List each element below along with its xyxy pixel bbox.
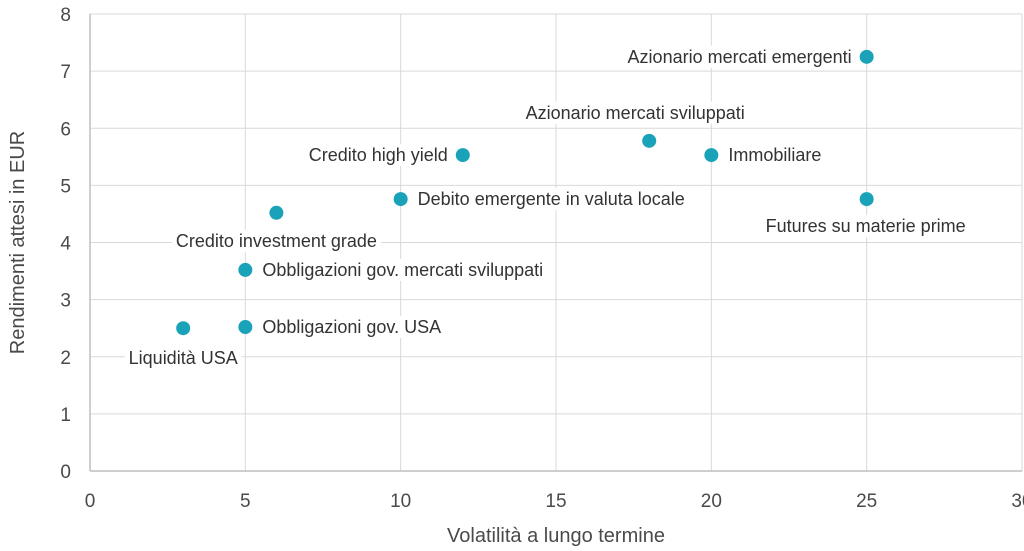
point-label: Immobiliare — [728, 145, 821, 165]
data-point — [859, 192, 874, 207]
y-tick-label: 6 — [60, 119, 71, 140]
point-label-background — [623, 45, 856, 68]
x-tick-label: 25 — [856, 491, 877, 512]
point-label-background — [521, 101, 749, 124]
y-tick-label: 7 — [60, 62, 71, 83]
x-tick-label: 30 — [1011, 491, 1024, 512]
data-point — [642, 133, 657, 148]
point-label: Obbligazioni gov. USA — [262, 317, 441, 337]
point-label: Debito emergente in valuta locale — [418, 189, 685, 209]
y-tick-label: 4 — [60, 234, 71, 255]
point-labels: Azionario mercati emergenti Azionario mer… — [124, 45, 970, 370]
point-label: Obbligazioni gov. mercati sviluppati — [262, 260, 543, 280]
data-point — [238, 262, 253, 277]
data-point — [176, 321, 191, 336]
point-label: Credito investment grade — [176, 231, 377, 251]
y-axis-ticks: 0 1 2 3 4 5 6 7 8 — [60, 5, 71, 483]
point-label-background — [258, 258, 548, 281]
data-point — [859, 49, 874, 64]
point-label-background — [413, 188, 689, 211]
y-tick-label: 2 — [60, 348, 71, 369]
y-tick-label: 3 — [60, 291, 71, 312]
point-label: Azionario mercati sviluppati — [526, 103, 745, 123]
data-point — [393, 192, 408, 207]
point-label-background — [258, 316, 446, 339]
point-label-background — [171, 229, 381, 252]
data-points — [176, 49, 874, 336]
x-axis-label: Volatilità a lungo termine — [447, 525, 665, 547]
point-label: Azionario mercati emergenti — [628, 47, 852, 67]
y-tick-label: 5 — [60, 176, 71, 197]
data-point — [269, 205, 284, 220]
y-tick-label: 0 — [60, 462, 71, 483]
point-label-background — [761, 215, 970, 238]
axes — [89, 14, 1022, 472]
point-label: Liquidità USA — [129, 348, 238, 368]
x-axis-ticks: 0 5 10 15 20 25 30 — [85, 491, 1024, 512]
x-tick-label: 10 — [390, 491, 411, 512]
point-label-background — [124, 347, 242, 370]
point-label-background — [724, 144, 826, 167]
grid — [90, 13, 1023, 471]
point-label-background — [304, 144, 452, 167]
point-label: Futures su materie prime — [766, 216, 966, 236]
x-tick-label: 15 — [545, 491, 566, 512]
y-tick-label: 8 — [60, 5, 71, 26]
x-tick-label: 5 — [240, 491, 251, 512]
data-point — [704, 148, 719, 163]
y-tick-label: 1 — [60, 405, 71, 426]
data-point — [455, 148, 470, 163]
x-tick-label: 0 — [85, 491, 96, 512]
x-tick-label: 20 — [701, 491, 722, 512]
point-label: Credito high yield — [309, 145, 448, 165]
y-axis-label: Rendimenti attesi in EUR — [7, 131, 29, 354]
data-point — [238, 320, 253, 335]
